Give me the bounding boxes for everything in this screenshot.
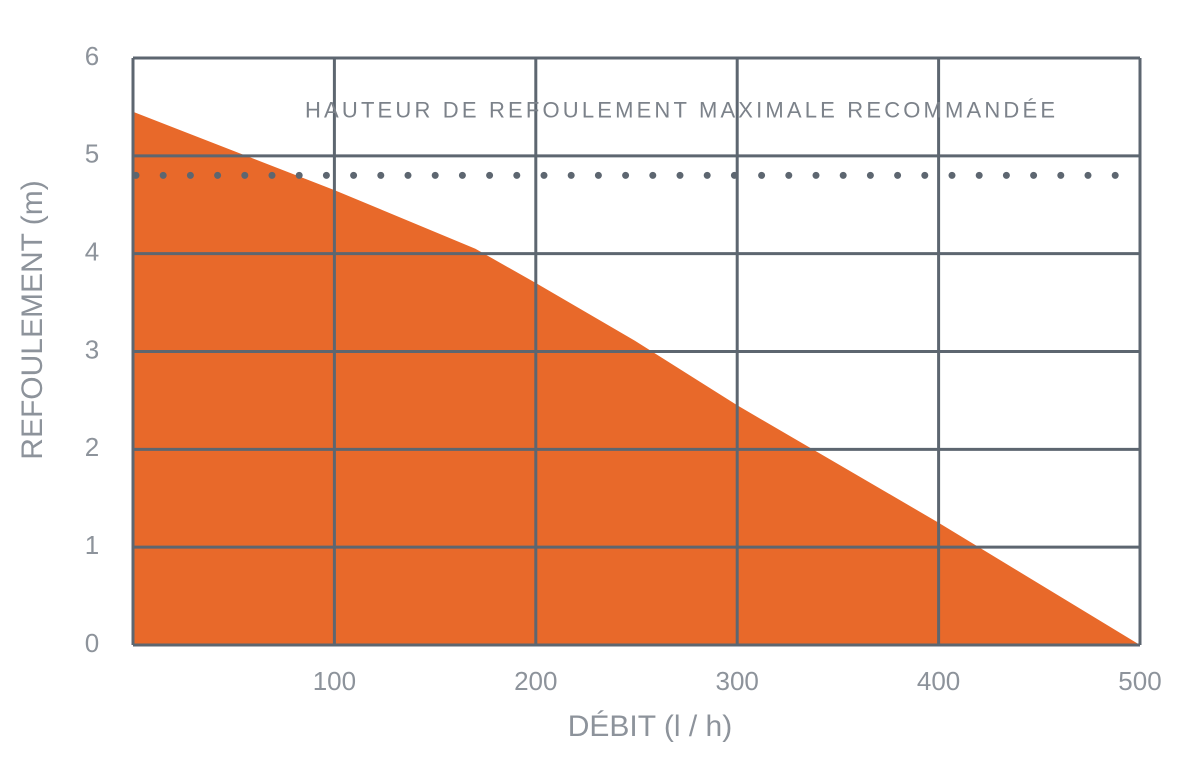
y-axis-label: REFOULEMENT (m) [16,180,49,459]
x-tick-label: 400 [917,666,960,696]
y-tick-label: 6 [85,41,99,71]
x-tick-label: 500 [1118,666,1161,696]
area [133,111,1140,645]
y-tick-label: 3 [85,334,99,364]
x-tick-label: 200 [514,666,557,696]
y-tick-label: 5 [85,139,99,169]
y-tick-label: 1 [85,530,99,560]
y-tick-label: 4 [85,237,99,267]
annotation: HAUTEUR DE REFOULEMENT MAXIMALE RECOMMAN… [305,98,1055,123]
x-axis-label: DÉBIT (l / h) [568,710,732,743]
x-tick-label: 100 [313,666,356,696]
x-tick-label: 300 [716,666,759,696]
y-tick-label: 2 [85,432,99,462]
y-tick-label: 0 [85,628,99,658]
